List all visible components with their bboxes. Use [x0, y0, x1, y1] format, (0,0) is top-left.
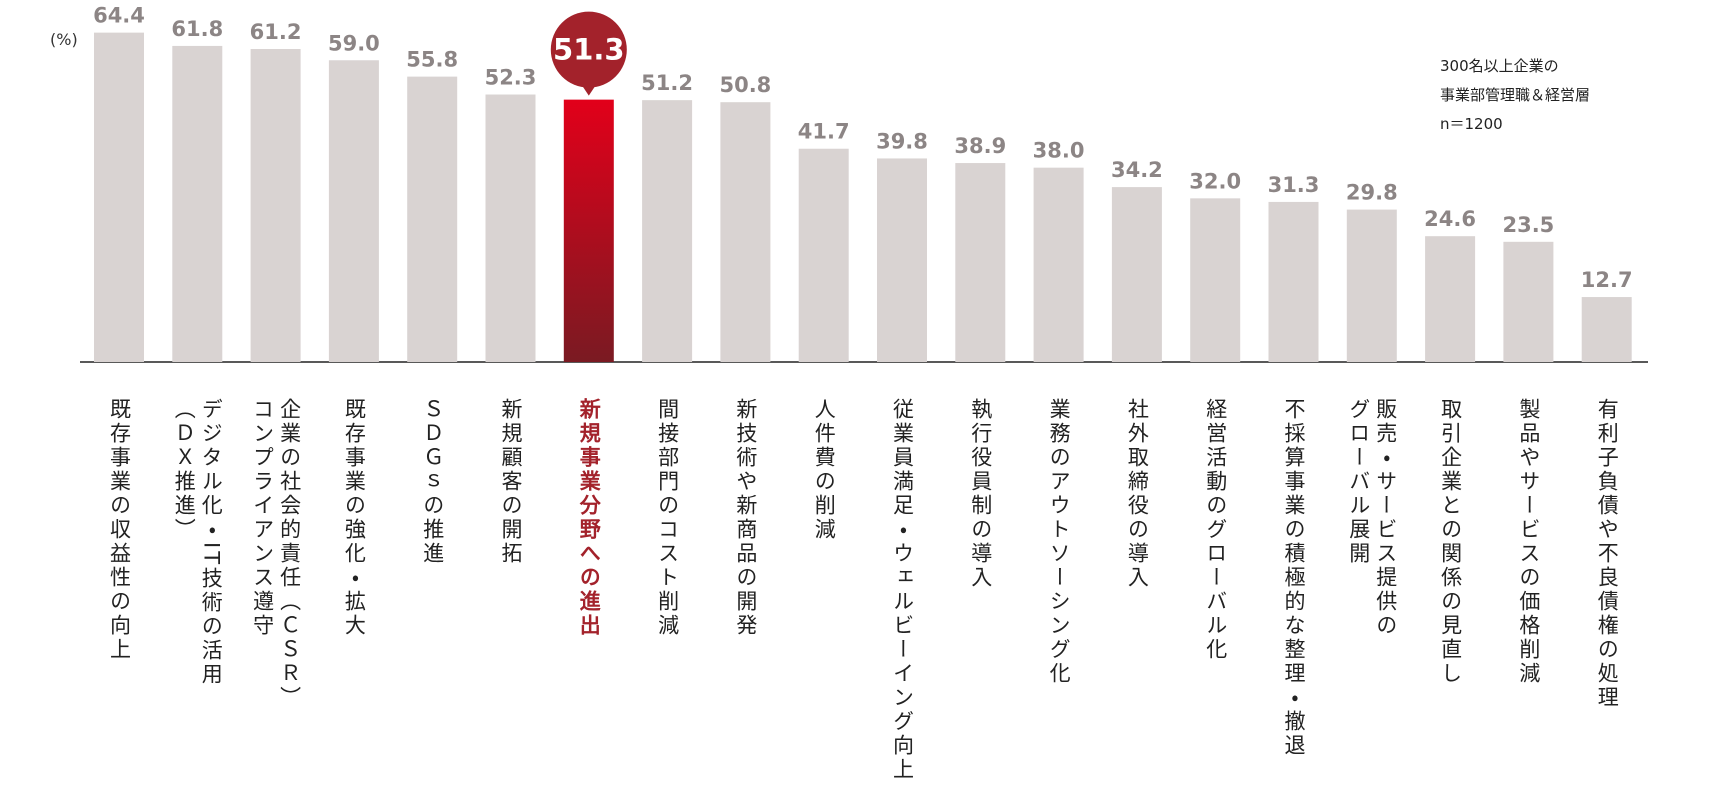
bar	[720, 102, 771, 363]
bar	[1033, 167, 1084, 362]
value-label: 52.3	[485, 66, 537, 90]
x-tick-label: 取引企業との関係の見直し	[1438, 398, 1463, 686]
unit-label: (%)	[50, 30, 78, 49]
value-label: 12.7	[1581, 268, 1633, 292]
value-label: 29.8	[1346, 181, 1398, 205]
x-tick-label: 新技術や新商品の開発	[733, 398, 758, 638]
bar	[1268, 201, 1319, 362]
bar	[877, 158, 927, 362]
bar	[1190, 198, 1241, 362]
value-label: 50.8	[719, 73, 771, 97]
bar	[955, 163, 1006, 362]
x-tick-label: 経営活動のグローバル化	[1203, 398, 1228, 662]
bar	[250, 49, 301, 363]
bar	[1581, 297, 1632, 362]
x-tick-label: 製品やサービスの価格削減	[1516, 398, 1541, 686]
x-tick-label: 執行役員制の導入	[968, 398, 993, 590]
bar	[172, 45, 223, 363]
value-label: 64.4	[93, 4, 145, 28]
highlight-bubble	[550, 11, 627, 88]
bar	[485, 94, 536, 362]
bar	[1346, 209, 1397, 362]
value-label: 39.8	[876, 129, 928, 153]
x-tick-label: 従業員満足・ウェルビーイング向上	[890, 398, 915, 782]
value-label: 38.9	[954, 134, 1006, 158]
x-tick-label: デジタル化・IT技術の活用 （ＤＸ推進）	[172, 398, 224, 688]
x-tick-label: 新規顧客の開拓	[499, 398, 523, 566]
x-tick-label: 企業の社会的責任（ＣＳＲ） コンプライアンス遵守	[250, 398, 302, 710]
x-tick-label: 有利子負債や不良債権の処理	[1595, 398, 1620, 710]
bar	[1503, 241, 1554, 362]
note: 300名以上企業の 事業部管理職＆経営層 n＝1200	[1440, 52, 1590, 139]
x-tick-label: 人件費の削減	[812, 398, 837, 542]
bar	[328, 60, 379, 362]
value-label: 32.0	[1189, 169, 1241, 193]
value-label: 34.2	[1111, 158, 1163, 182]
bar	[94, 32, 144, 362]
bar	[1425, 236, 1476, 362]
value-label: 59.0	[328, 31, 380, 55]
x-tick-label: 業務のアウトソーシング化	[1047, 398, 1072, 686]
value-label: 51.3	[553, 33, 625, 67]
x-tick-label: 不採算事業の積極的な整理・撤退	[1282, 398, 1306, 758]
value-label: 24.6	[1424, 207, 1476, 231]
bar	[1111, 187, 1162, 362]
bar	[798, 148, 849, 362]
value-label: 51.2	[641, 71, 693, 95]
value-label: 61.2	[250, 20, 302, 44]
value-label: 41.7	[798, 120, 850, 144]
bar	[407, 76, 458, 362]
note-line: 300名以上企業の	[1440, 57, 1559, 75]
value-label: 38.0	[1033, 139, 1085, 163]
bar	[563, 99, 614, 362]
bar	[642, 100, 693, 363]
note-line: n＝1200	[1440, 115, 1503, 133]
x-tick-label: 新規事業分野への進出	[577, 398, 602, 638]
x-tick-label: 既存事業の収益性の向上	[107, 398, 132, 662]
x-tick-label: 間接部門のコスト削減	[655, 398, 680, 638]
x-tick-label: 既存事業の強化・拡大	[342, 398, 367, 638]
value-label: 23.5	[1502, 213, 1554, 237]
x-tick-label: 社外取締役の導入	[1125, 398, 1150, 590]
value-label: 31.3	[1268, 173, 1320, 197]
x-tick-label: 販売・サービス提供の グローバル展開	[1346, 398, 1398, 638]
value-label: 61.8	[171, 17, 223, 41]
x-tick-label: ＳＤＧｓの推進	[420, 398, 445, 566]
value-label: 55.8	[406, 48, 458, 72]
note-line: 事業部管理職＆経営層	[1440, 86, 1591, 104]
